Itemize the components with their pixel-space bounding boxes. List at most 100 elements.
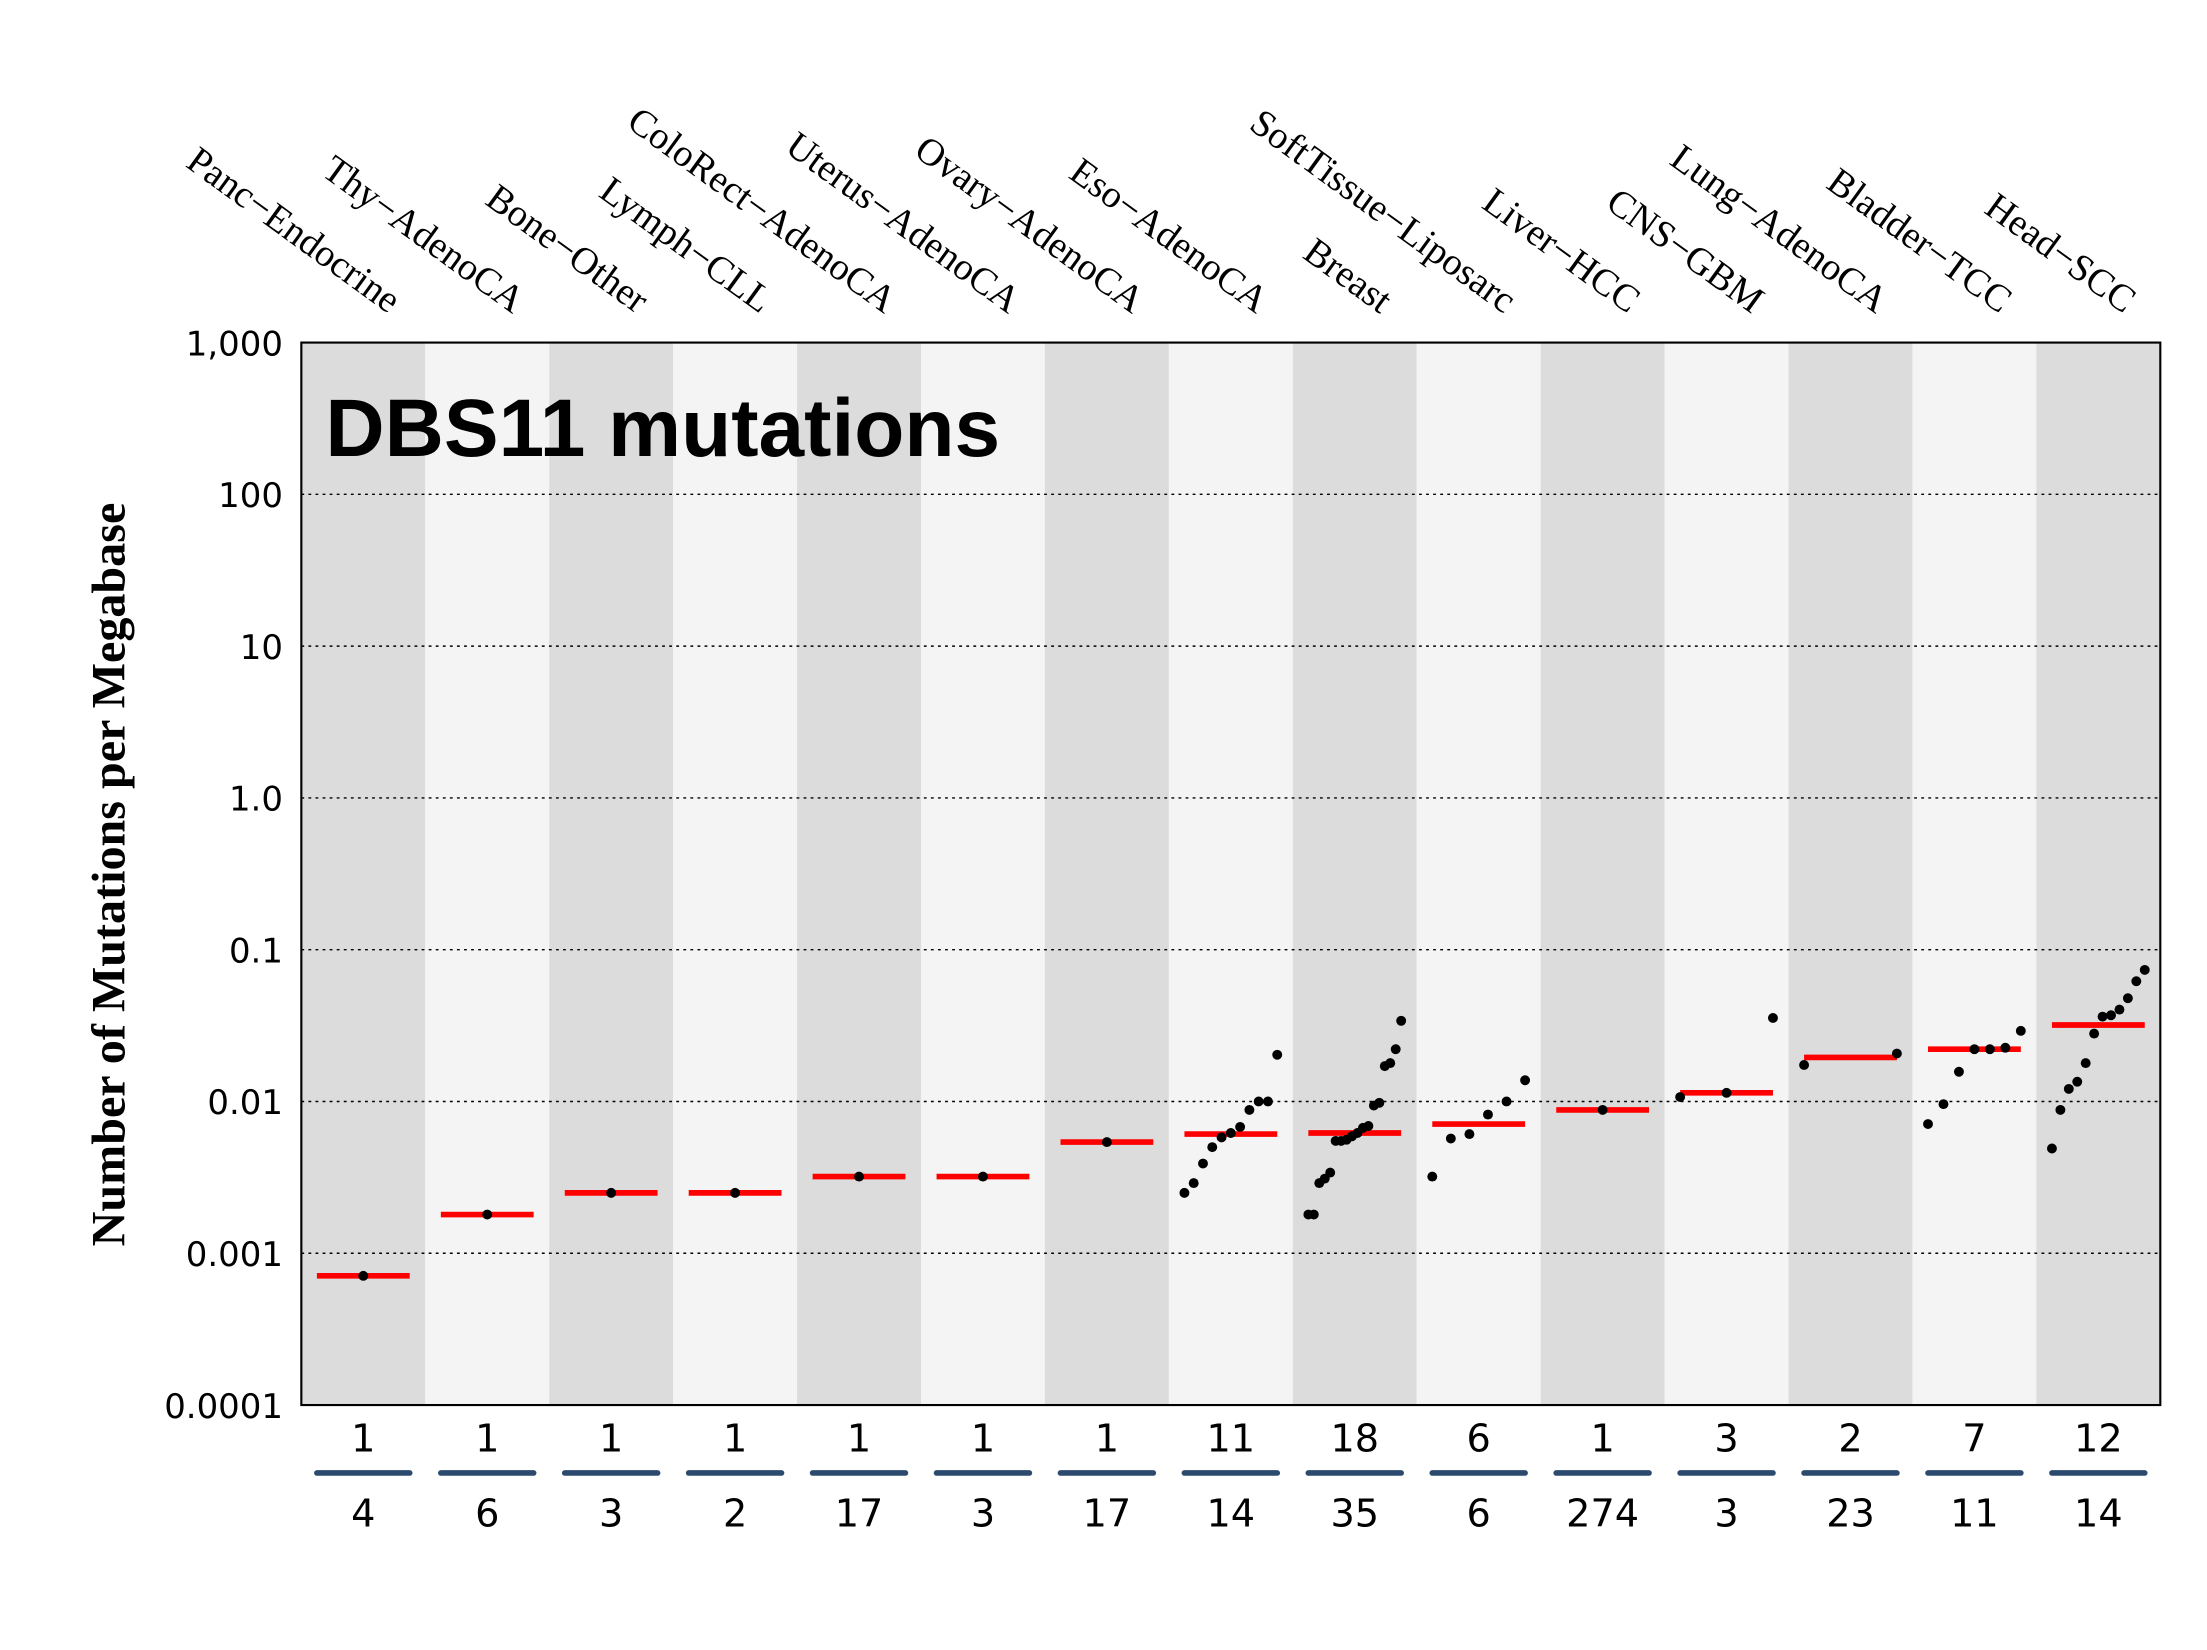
count-total: 3	[599, 1493, 623, 1537]
category-band	[920, 342, 1045, 1406]
data-point	[1675, 1092, 1686, 1102]
count-total: 6	[1467, 1493, 1491, 1537]
category-band	[549, 342, 674, 1406]
data-point	[1891, 1048, 1902, 1059]
chart-title: DBS11 mutations	[325, 383, 1000, 474]
count-with-signature: 3	[1714, 1418, 1738, 1462]
count-with-signature: 1	[847, 1418, 871, 1462]
data-point	[1374, 1097, 1385, 1108]
data-point	[1235, 1121, 1246, 1132]
category-label: Panc−Endocrine	[179, 139, 408, 322]
count-with-signature: 1	[723, 1418, 747, 1462]
data-point	[1225, 1128, 1236, 1138]
category-label: Lung−AdenoCA	[1663, 137, 1896, 322]
data-point	[1483, 1109, 1493, 1120]
data-point	[1445, 1133, 1456, 1144]
count-total: 3	[1714, 1493, 1738, 1537]
data-point	[1253, 1096, 1264, 1107]
data-point	[1188, 1178, 1199, 1189]
data-point	[1464, 1129, 1475, 1140]
count-with-signature: 1	[1590, 1418, 1614, 1462]
data-point	[1216, 1132, 1227, 1143]
data-point	[1721, 1087, 1732, 1098]
data-point	[1938, 1099, 1949, 1110]
data-point	[854, 1171, 864, 1182]
count-with-signature: 11	[1207, 1418, 1256, 1462]
count-total: 14	[2074, 1493, 2123, 1537]
y-tick-label: 0.01	[207, 1083, 283, 1123]
data-point	[2055, 1104, 2066, 1115]
data-point	[1768, 1013, 1778, 1023]
data-point	[1308, 1209, 1319, 1220]
data-point	[1396, 1015, 1407, 1026]
category-band	[1540, 342, 1665, 1406]
category-band	[673, 342, 798, 1406]
count-total: 35	[1330, 1493, 1379, 1537]
data-point	[2097, 1011, 2108, 1022]
count-total: 3	[971, 1493, 995, 1537]
category-band	[797, 342, 921, 1406]
count-total: 11	[1950, 1493, 1999, 1537]
data-point	[1923, 1119, 1933, 1130]
data-point	[2046, 1143, 2057, 1154]
data-point	[1207, 1142, 1218, 1153]
y-tick-label: 1.0	[229, 780, 283, 820]
data-point	[2063, 1083, 2074, 1094]
count-total: 17	[1083, 1493, 1132, 1537]
category-label: Ovary−AdenoCA	[907, 128, 1152, 322]
count-total: 23	[1826, 1493, 1875, 1537]
data-point	[978, 1171, 988, 1182]
y-tick-label: 10	[240, 628, 283, 668]
category-band	[425, 342, 550, 1406]
category-band	[1912, 342, 2037, 1406]
data-point	[1325, 1167, 1336, 1178]
data-point	[2015, 1025, 2026, 1036]
data-point	[1262, 1096, 1273, 1107]
count-total: 17	[835, 1493, 884, 1537]
data-point	[2000, 1042, 2011, 1053]
count-total: 6	[475, 1493, 499, 1537]
y-tick-label: 1,000	[186, 324, 283, 364]
count-with-signature: 1	[351, 1418, 375, 1462]
plot-frame	[300, 341, 2162, 1407]
data-point	[1244, 1104, 1255, 1115]
category-label: Thy−AdenoCA	[315, 148, 532, 322]
category-band	[2036, 342, 2161, 1406]
category-band	[1788, 342, 1913, 1406]
data-point	[730, 1187, 741, 1198]
data-point	[1501, 1096, 1512, 1107]
count-with-signature: 1	[599, 1418, 623, 1462]
category-band	[1168, 342, 1293, 1406]
data-point	[2131, 976, 2142, 987]
category-band	[1416, 342, 1541, 1406]
data-point	[1363, 1120, 1374, 1131]
category-band	[1664, 342, 1789, 1406]
data-point	[1984, 1044, 1995, 1055]
count-total: 2	[723, 1493, 747, 1537]
data-point	[2089, 1028, 2100, 1039]
data-point	[2080, 1058, 2091, 1069]
category-band	[301, 342, 426, 1406]
data-point	[1179, 1187, 1190, 1198]
count-with-signature: 1	[1095, 1418, 1119, 1462]
count-with-signature: 1	[971, 1418, 995, 1462]
data-point	[1520, 1075, 1531, 1086]
data-point	[1799, 1060, 1810, 1070]
y-tick-label: 0.1	[229, 931, 283, 971]
count-with-signature: 2	[1838, 1418, 1862, 1462]
data-point	[1101, 1137, 1112, 1148]
data-point	[1272, 1049, 1283, 1060]
category-band	[1044, 342, 1169, 1406]
data-point	[1969, 1044, 1980, 1055]
category-band	[1292, 342, 1417, 1406]
data-point	[1198, 1158, 1208, 1169]
y-axis-label: Number of Mutations per Megabase	[82, 503, 135, 1247]
data-point	[2139, 964, 2150, 975]
count-total: 14	[1207, 1493, 1256, 1537]
count-with-signature: 1	[475, 1418, 499, 1462]
count-total: 4	[351, 1493, 375, 1537]
y-tick-label: 100	[218, 476, 283, 516]
data-point	[2122, 993, 2133, 1004]
data-point	[1427, 1171, 1438, 1182]
